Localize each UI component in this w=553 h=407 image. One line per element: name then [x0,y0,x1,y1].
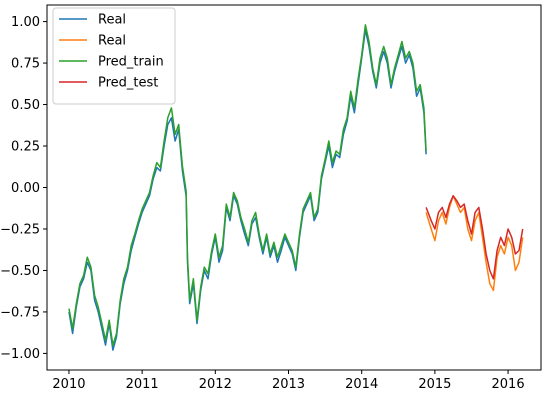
x-tick-label: 2011 [126,377,159,392]
y-tick-label: −1.00 [0,347,40,362]
y-tick-label: −0.25 [0,222,40,237]
y-tick-label: 0.25 [11,140,40,155]
legend-entry: Real [98,13,126,28]
series-lines [68,24,524,351]
legend-entry: Real [98,34,126,49]
x-tick-label: 2013 [272,377,305,392]
x-tick-label: 2012 [199,377,232,392]
series-line-2 [425,195,524,292]
y-tick-label: −0.75 [0,305,40,320]
y-tick-label: 0.75 [11,57,40,72]
legend: Real Real Pred_train Pred_test [52,7,176,105]
series-line-4 [425,195,524,280]
x-tick-label: 2010 [52,377,85,392]
series-line-3 [68,24,427,346]
y-tick-label: −0.50 [0,264,40,279]
legend-entry: Pred_train [98,55,164,70]
x-tick-label: 2014 [345,377,378,392]
y-tick-label: 0.00 [11,181,40,196]
x-tick-label: 2015 [418,377,451,392]
y-tick-label: 0.50 [11,98,40,113]
axes: 2010 2011 2012 2013 2014 2015 2016 −1.00 −0.75 −0… [0,4,542,392]
legend-entry: Pred_test [98,76,158,91]
legend-box [52,7,176,105]
y-tick-label: 1.00 [11,15,40,30]
x-tick-label: 2016 [492,377,525,392]
